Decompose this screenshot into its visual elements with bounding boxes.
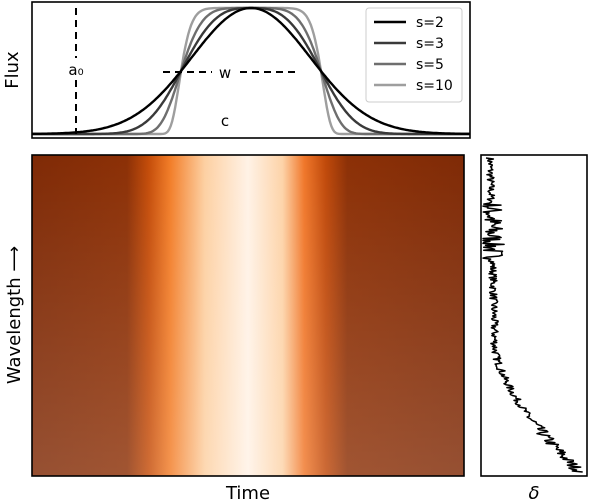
legend-label-s5: s=5 xyxy=(416,57,444,73)
delta-axes-frame xyxy=(480,154,588,477)
a0-label-bg xyxy=(62,58,90,80)
delta-trace xyxy=(482,157,583,473)
w-label: w xyxy=(219,64,231,82)
delta-xlabel: δ xyxy=(528,483,539,503)
c-label: c xyxy=(221,112,229,130)
heatmap-panel: Wavelength ⟶ Time xyxy=(4,154,465,503)
delta-panel: δ xyxy=(480,154,588,503)
legend-label-s2: s=2 xyxy=(416,15,444,31)
a0-label: a₀ xyxy=(68,61,83,79)
legend: s=2 s=3 s=5 s=10 xyxy=(365,7,463,103)
flux-axes-frame xyxy=(31,1,471,139)
legend-label-s3: s=3 xyxy=(416,36,444,52)
flux-curve-s2 xyxy=(31,6,471,136)
flux-panel: Flux a₀ w c s=2 s=3 s=5 s=10 xyxy=(2,1,471,139)
heatmap-xlabel: Time xyxy=(225,483,270,503)
heatmap-fade xyxy=(32,155,464,476)
flux-curves xyxy=(31,6,471,136)
flux-ylabel: Flux xyxy=(2,51,23,89)
legend-label-s10: s=10 xyxy=(416,78,453,94)
heatmap-ylabel: Wavelength ⟶ xyxy=(4,246,25,384)
legend-box xyxy=(365,7,463,103)
heatmap-axes-frame xyxy=(31,154,465,477)
legend-items: s=2 s=3 s=5 s=10 xyxy=(374,15,453,94)
